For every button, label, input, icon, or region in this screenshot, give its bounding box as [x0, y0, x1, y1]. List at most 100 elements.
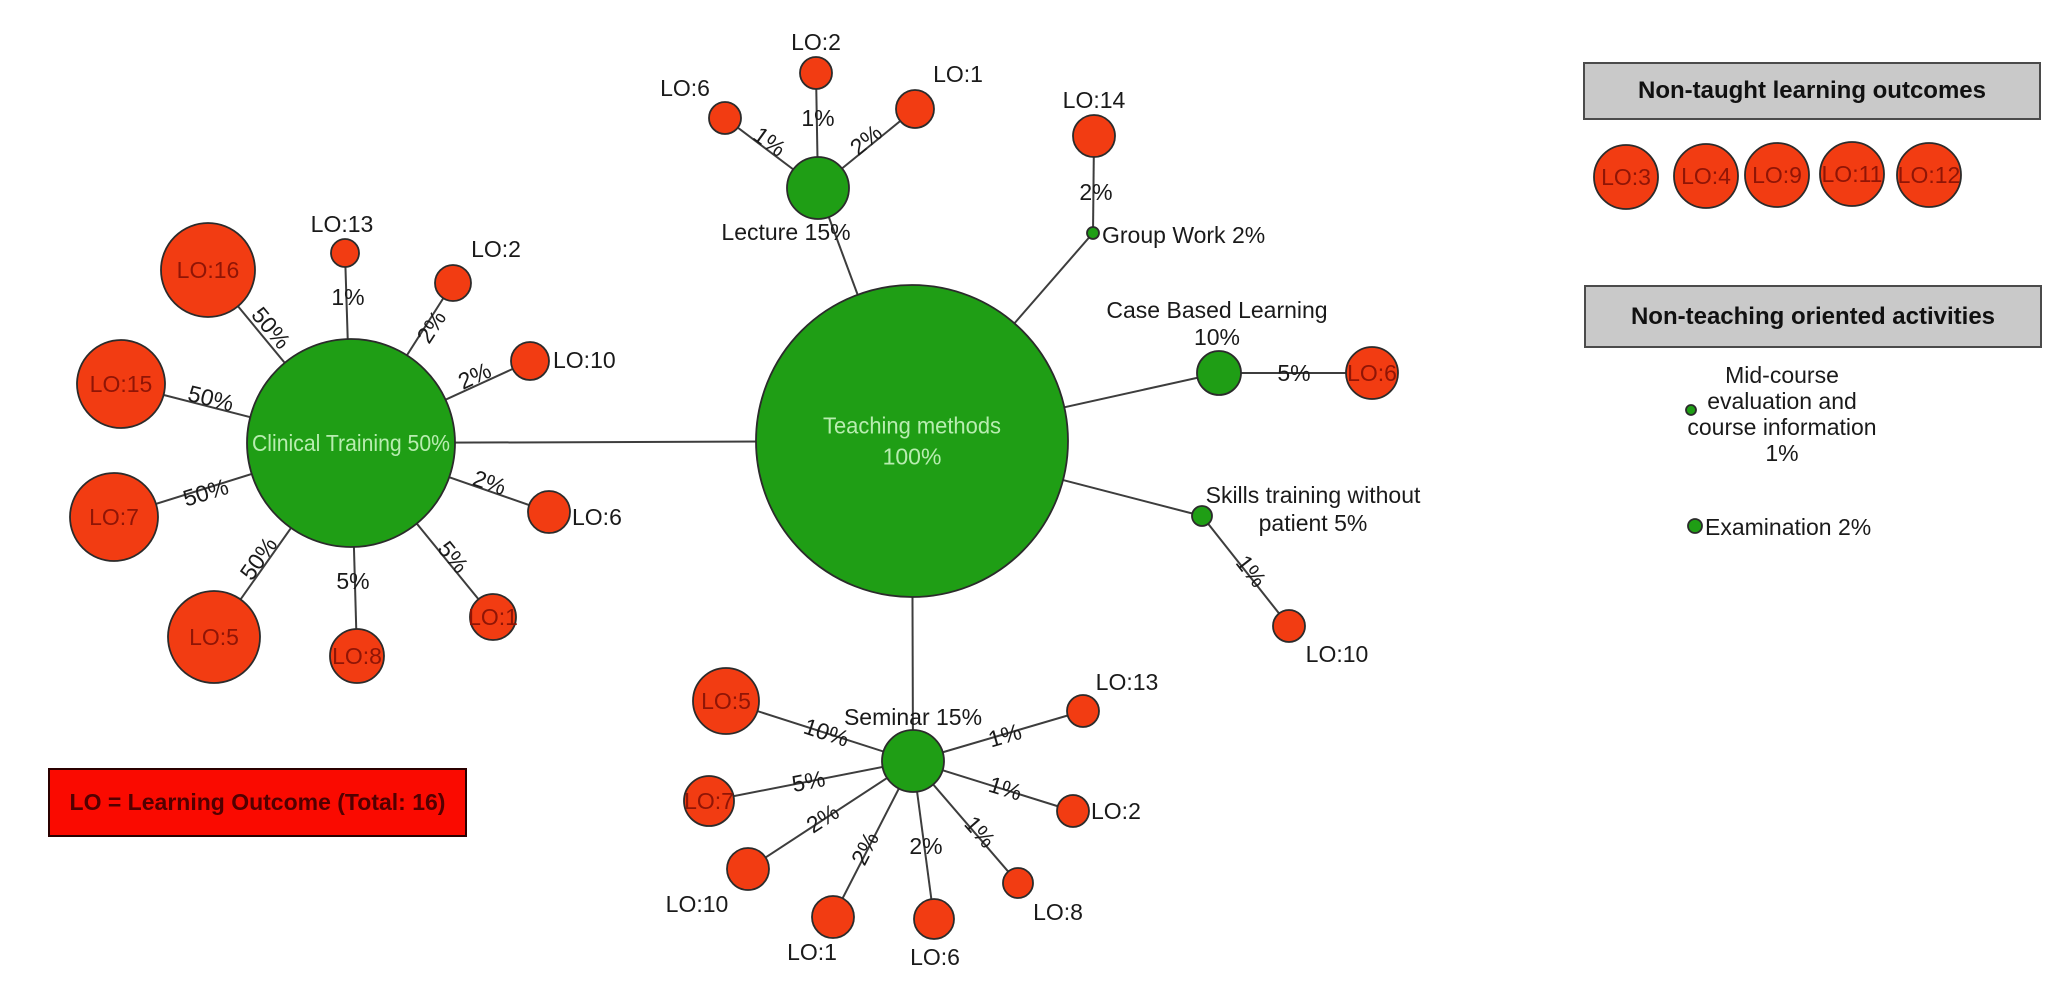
- node-label-se13: LO:13: [1096, 669, 1159, 695]
- node-l2: [799, 56, 833, 90]
- edge-skills-s10: [1201, 515, 1290, 627]
- edge-label-lecture-l6: 1%: [749, 121, 791, 162]
- edge-seminar-se7: [708, 760, 914, 802]
- node-c8: [329, 628, 385, 684]
- edge-label-seminar-se6: 2%: [909, 833, 942, 859]
- node-se2: [1056, 794, 1090, 828]
- node-s10: [1272, 609, 1306, 643]
- node-c15: [76, 339, 166, 429]
- node-c10: [510, 341, 550, 381]
- node-c6: [527, 490, 571, 534]
- node-label-se10: LO:10: [666, 891, 729, 917]
- node-label-cb6: LO:6: [1347, 360, 1397, 386]
- node-label-clinical: Clinical Training 50%: [252, 430, 450, 456]
- node-label-skills: patient 5%: [1259, 510, 1368, 536]
- node-label-c13: LO:13: [311, 211, 374, 237]
- edge-label-clinical-c5: 50%: [235, 532, 283, 585]
- node-middot: [1685, 404, 1697, 416]
- node-label-se5: LO:5: [701, 688, 751, 714]
- node-p11: [1819, 141, 1885, 207]
- node-label-c16: LO:16: [177, 257, 240, 283]
- node-examdot: [1687, 518, 1703, 534]
- node-c2: [434, 264, 472, 302]
- node-label-se8: LO:8: [1033, 899, 1083, 925]
- node-label-lecture: Lecture 15%: [721, 219, 850, 245]
- node-label-s10: LO:10: [1306, 641, 1369, 667]
- edge-label-lecture-l1: 2%: [845, 119, 887, 160]
- node-label-c1: LO:1: [468, 604, 518, 630]
- node-label-teaching: 100%: [883, 444, 942, 470]
- node-label-p3: LO:3: [1601, 164, 1651, 190]
- node-label-casebased: Case Based Learning: [1106, 297, 1327, 323]
- edge-label-seminar-se13: 1%: [985, 718, 1024, 752]
- node-se6: [913, 898, 955, 940]
- node-c7: [69, 472, 159, 562]
- node-se13: [1066, 694, 1100, 728]
- node-seminar: [881, 729, 945, 793]
- node-se1: [811, 895, 855, 939]
- node-clinical: [246, 338, 456, 548]
- node-c16: [160, 222, 256, 318]
- edge-label-clinical-c10: 2%: [454, 357, 495, 395]
- non-teaching-activities-header: Non-teaching oriented activities: [1584, 285, 2042, 348]
- node-se7: [683, 775, 735, 827]
- edge-label-clinical-c7: 50%: [180, 473, 232, 511]
- edge-label-clinical-c2: 2%: [411, 306, 451, 348]
- node-teaching: [755, 284, 1069, 598]
- node-label-skills: Skills training without: [1206, 482, 1421, 508]
- node-label-l6: LO:6: [660, 75, 710, 101]
- node-label-se1: LO:1: [787, 939, 837, 965]
- node-cb6: [1345, 346, 1399, 400]
- edge-label-seminar-se7: 5%: [790, 765, 828, 797]
- node-lecture: [786, 156, 850, 220]
- edge-label-groupwork-g14: 2%: [1079, 179, 1112, 205]
- node-label-casebased: 10%: [1194, 324, 1240, 350]
- node-label-c8: LO:8: [332, 643, 382, 669]
- node-label-se2: LO:2: [1091, 798, 1141, 824]
- node-p9: [1744, 142, 1810, 208]
- mid-course-activity-label: Mid-course evaluation and course informa…: [1687, 362, 1877, 466]
- node-l6: [708, 101, 742, 135]
- node-label-c5: LO:5: [189, 624, 239, 650]
- node-label-l2: LO:2: [791, 29, 841, 55]
- edge-label-clinical-c6: 2%: [470, 465, 510, 500]
- node-label-c10: LO:10: [553, 347, 616, 373]
- node-c1: [469, 593, 517, 641]
- edge-label-skills-s10: 1%: [1231, 550, 1272, 592]
- node-p4: [1673, 143, 1739, 209]
- node-p3: [1593, 144, 1659, 210]
- node-g14: [1072, 114, 1116, 158]
- node-label-l1: LO:1: [933, 61, 983, 87]
- node-label-p11: LO:11: [1822, 161, 1883, 187]
- node-se5: [692, 667, 760, 735]
- edge-label-seminar-se1: 2%: [846, 828, 884, 869]
- node-se10: [726, 847, 770, 891]
- node-label-se7: LO:7: [684, 788, 734, 814]
- edge-label-seminar-se8: 1%: [959, 811, 1000, 853]
- node-label-c7: LO:7: [89, 504, 139, 530]
- edge-seminar-se10: [747, 760, 914, 870]
- node-label-c15: LO:15: [90, 371, 153, 397]
- node-label-p9: LO:9: [1752, 162, 1802, 188]
- edge-label-seminar-se2: 1%: [986, 771, 1025, 806]
- node-p12: [1896, 142, 1962, 208]
- node-label-p12: LO:12: [1898, 162, 1961, 188]
- node-label-c6: LO:6: [572, 504, 622, 530]
- edge-label-clinical-c13: 1%: [331, 284, 364, 310]
- node-label-groupwork: Group Work 2%: [1102, 222, 1265, 248]
- node-l1: [895, 89, 935, 129]
- edge-label-clinical-c16: 50%: [246, 302, 296, 354]
- examination-activity-label: Examination 2%: [1705, 514, 1872, 540]
- node-label-p4: LO:4: [1681, 163, 1731, 189]
- edge-label-clinical-c8: 5%: [336, 568, 369, 594]
- edge-label-clinical-c15: 50%: [185, 380, 236, 416]
- lo-legend-box: LO = Learning Outcome (Total: 16): [48, 768, 467, 837]
- node-c5: [167, 590, 261, 684]
- node-casebased: [1196, 350, 1242, 396]
- node-label-se6: LO:6: [910, 944, 960, 970]
- edge-label-clinical-c1: 5%: [433, 536, 474, 578]
- node-c13: [330, 238, 360, 268]
- non-taught-outcomes-header: Non-taught learning outcomes: [1583, 62, 2041, 120]
